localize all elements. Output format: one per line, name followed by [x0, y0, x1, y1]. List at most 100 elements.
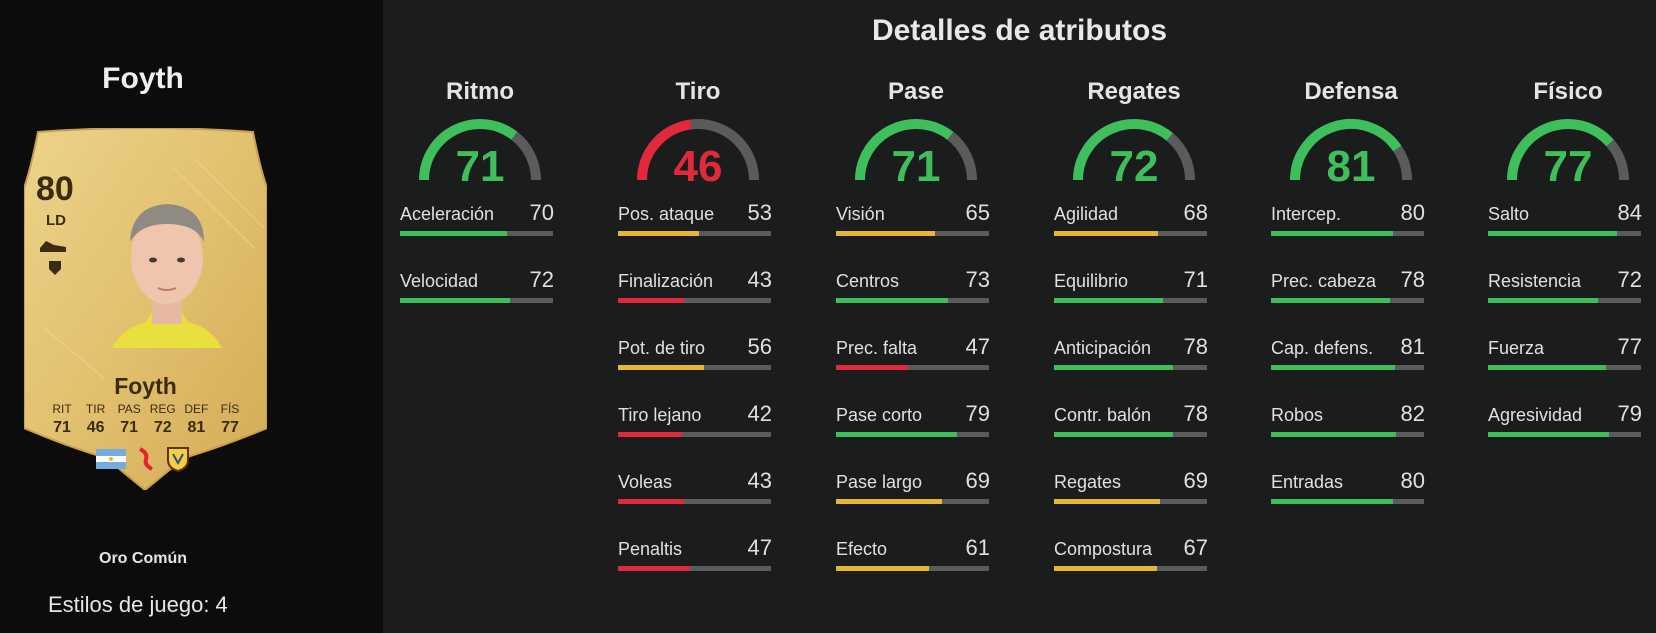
attribute-row[interactable]: Pase corto 79 [836, 399, 996, 466]
attribute-name: Resistencia [1488, 271, 1582, 291]
attribute-bar-fill [1488, 231, 1617, 236]
attribute-value: 53 [747, 200, 772, 225]
attribute-name: Anticipación [1054, 338, 1152, 358]
attribute-name: Robos [1271, 405, 1324, 425]
attribute-row[interactable]: Regates 69 [1054, 466, 1214, 533]
attribute-bar-fill [1271, 432, 1397, 437]
attribute-name: Centros [836, 271, 900, 291]
attribute-bar-fill [836, 566, 930, 571]
card-stat-value: 77 [221, 419, 239, 436]
attribute-name: Velocidad [400, 271, 479, 291]
attribute-row[interactable]: Voleas 43 [618, 466, 778, 533]
attribute-row[interactable]: Anticipación 78 [1054, 332, 1214, 399]
category-gauge: 46 [618, 110, 778, 198]
attribute-name: Contr. balón [1054, 405, 1152, 425]
attribute-row[interactable]: Aceleración 70 [400, 198, 560, 265]
attribute-row[interactable]: Salto 84 [1488, 198, 1648, 265]
gauge-track [511, 131, 541, 181]
attribute-row[interactable]: Efecto 61 [836, 533, 996, 600]
card-stat-def: DEF 81 [180, 402, 212, 437]
attribute-value: 68 [1183, 200, 1208, 225]
attribute-value: 47 [965, 334, 990, 359]
attribute-bar [618, 298, 771, 303]
attribute-row[interactable]: Entradas 80 [1271, 466, 1431, 533]
player-card[interactable]: 80 LD Foyth RIT 71 TIR 46 PAS 71 REG 72 DEF 8… [24, 128, 267, 490]
attribute-row[interactable]: Pot. de tiro 56 [618, 332, 778, 399]
category-name: Regates [1087, 78, 1181, 105]
attribute-row[interactable]: Resistencia 72 [1488, 265, 1648, 332]
card-stat-tir: TIR 46 [80, 402, 112, 437]
attribute-bar-fill [1488, 298, 1599, 303]
attribute-bar [836, 231, 989, 236]
attribute-row[interactable]: Pos. ataque 53 [618, 198, 778, 265]
attribute-bar-fill [1271, 231, 1394, 236]
attribute-row[interactable]: Prec. falta 47 [836, 332, 996, 399]
card-background [24, 128, 267, 490]
attribute-bar [1271, 499, 1424, 504]
gauge-fill [637, 119, 692, 181]
gauge-fill [1507, 119, 1614, 181]
attribute-row[interactable]: Contr. balón 78 [1054, 399, 1214, 466]
attribute-bar [836, 432, 989, 437]
attribute-bar-fill [836, 365, 908, 370]
attribute-bar-fill [1054, 432, 1174, 437]
boot-icon [40, 241, 66, 252]
attribute-row[interactable]: Visión 65 [836, 198, 996, 265]
attribute-name: Pos. ataque [618, 204, 715, 224]
attribute-row[interactable]: Tiro lejano 42 [618, 399, 778, 466]
attribute-row[interactable]: Penaltis 47 [618, 533, 778, 600]
attribute-name: Pot. de tiro [618, 338, 706, 358]
category-value: 81 [1326, 142, 1376, 191]
club-crest-icon [167, 447, 189, 472]
attribute-row[interactable]: Equilibrio 71 [1054, 265, 1214, 332]
attribute-bar [400, 298, 553, 303]
card-stat-value: 71 [53, 419, 71, 436]
card-stat-value: 81 [187, 419, 206, 436]
attribute-bar-fill [1054, 231, 1159, 236]
attribute-row[interactable]: Intercep. 80 [1271, 198, 1431, 265]
attribute-name: Prec. cabeza [1271, 271, 1377, 291]
attribute-bar [1488, 365, 1641, 370]
attribute-row[interactable]: Compostura 67 [1054, 533, 1214, 600]
attribute-row[interactable]: Centros 73 [836, 265, 996, 332]
attribute-bar-fill [618, 365, 704, 370]
attribute-bar-fill [836, 231, 936, 236]
attribute-value: 72 [529, 267, 554, 292]
attributes-title: Detalles de atributos [871, 14, 1168, 47]
attribute-row[interactable]: Robos 82 [1271, 399, 1431, 466]
attribute-row[interactable]: Velocidad 72 [400, 265, 560, 332]
playstyles-count[interactable]: Estilos de juego: 4 [48, 592, 228, 617]
category-gauge: 81 [1271, 110, 1431, 198]
attribute-value: 77 [1617, 334, 1642, 359]
card-rating: 80 [36, 170, 74, 208]
attribute-value: 56 [747, 334, 772, 359]
attribute-row[interactable]: Cap. defens. 81 [1271, 332, 1431, 399]
attribute-row[interactable]: Finalización 43 [618, 265, 778, 332]
attribute-value: 78 [1183, 334, 1208, 359]
attribute-bar [1271, 231, 1424, 236]
category-3: Regates 72 Agilidad 68 Equilibrio 71 Anticipac… [1054, 78, 1214, 600]
attribute-bar [1271, 432, 1424, 437]
card-stat-rit: RIT 71 [46, 402, 78, 437]
attribute-value: 78 [1183, 401, 1208, 426]
attribute-value: 43 [747, 267, 772, 292]
attribute-row[interactable]: Agilidad 68 [1054, 198, 1214, 265]
attribute-bar [1054, 566, 1207, 571]
attribute-bar [1488, 298, 1641, 303]
category-2: Pase 71 Visión 65 Centros 73 Prec. falta 47 Pase… [836, 78, 996, 600]
attribute-bar [1488, 432, 1641, 437]
attribute-row[interactable]: Prec. cabeza 78 [1271, 265, 1431, 332]
category-value: 77 [1543, 142, 1593, 191]
card-stat-fis: FÍS 77 [214, 402, 246, 437]
category-value: 46 [673, 142, 723, 191]
attribute-bar [1054, 298, 1207, 303]
attribute-row[interactable]: Fuerza 77 [1488, 332, 1648, 399]
attribute-row[interactable]: Agresividad 79 [1488, 399, 1648, 466]
attribute-bar-fill [1054, 566, 1157, 571]
category-value: 71 [455, 142, 505, 191]
attribute-value: 79 [965, 401, 990, 426]
attribute-row[interactable]: Pase largo 69 [836, 466, 996, 533]
gauge-track [947, 131, 977, 181]
attribute-bar [1271, 298, 1424, 303]
attribute-name: Salto [1488, 204, 1530, 224]
